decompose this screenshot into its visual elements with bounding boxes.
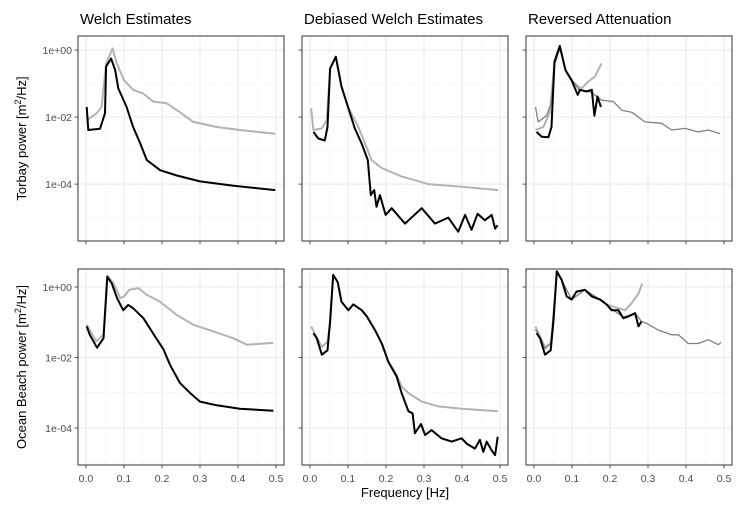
x-tick-label: 0.0	[303, 473, 318, 485]
panel-r0-c1	[298, 35, 509, 245]
x-tick-label: 0.0	[79, 473, 94, 485]
x-axis-label: Frequency [Hz]	[361, 485, 449, 500]
x-tick-label: 0.5	[269, 473, 284, 485]
x-tick-label: 0.5	[717, 473, 732, 485]
x-tick-label: 0.2	[379, 473, 394, 485]
panel-r1-c1: 0.0 0.1 0.2 0.3 0.4 0.5	[298, 268, 509, 485]
x-tick-label: 0.1	[117, 473, 132, 485]
panel-r1-c0: 0.0 0.1 0.2 0.3 0.4 0.5 1e+00 1e-02 1e-04	[43, 268, 285, 485]
x-tick-label: 0.4	[231, 473, 246, 485]
x-tick-label: 0.5	[493, 473, 508, 485]
panel-r0-c0: 1e+00 1e-02 1e-04	[43, 35, 285, 245]
black-series-line	[535, 270, 643, 356]
black-series-line	[85, 57, 276, 192]
black-series-line	[312, 55, 499, 233]
black-series-line	[535, 45, 602, 139]
black-series-line	[312, 273, 499, 457]
panel-border	[77, 35, 285, 242]
x-tick-label: 0.0	[527, 473, 542, 485]
strip-title-debiased-welch: Debiased Welch Estimates	[304, 11, 483, 28]
panel-border	[301, 35, 509, 242]
panel-border	[525, 35, 733, 242]
x-tick-label: 0.2	[603, 473, 618, 485]
panel-border	[77, 268, 285, 466]
x-tick-label: 0.3	[641, 473, 656, 485]
y-axis-label-torbay: Torbay power [m2/Hz]	[13, 76, 29, 200]
x-tick-label: 0.3	[193, 473, 208, 485]
x-tick-label: 0.1	[565, 473, 580, 485]
y-tick-label: 1e+00	[43, 282, 73, 294]
light-gray-series-line	[86, 47, 276, 135]
panel-r0-c2	[522, 35, 733, 245]
light-gray-series-line	[310, 55, 499, 192]
y-tick-label: 1e-02	[45, 112, 72, 124]
y-tick-label: 1e-04	[45, 423, 72, 435]
strip-title-reversed-attenuation: Reversed Attenuation	[528, 11, 671, 28]
x-tick-label: 0.2	[155, 473, 170, 485]
y-tick-label: 1e+00	[43, 45, 73, 57]
panel-border	[301, 268, 509, 466]
y-axis-label-ocean-beach: Ocean Beach power [m2/Hz]	[13, 285, 29, 449]
panel-border	[525, 268, 733, 466]
x-tick-label: 0.4	[679, 473, 694, 485]
panel-r1-c2: 0.0 0.1 0.2 0.3 0.4 0.5	[522, 268, 733, 485]
strip-title-welch: Welch Estimates	[80, 11, 191, 28]
x-tick-label: 0.4	[455, 473, 470, 485]
y-tick-label: 1e-04	[45, 179, 72, 191]
x-tick-label: 0.3	[417, 473, 432, 485]
x-tick-label: 0.1	[341, 473, 356, 485]
black-series-line	[85, 275, 274, 412]
y-tick-label: 1e-02	[45, 352, 72, 364]
